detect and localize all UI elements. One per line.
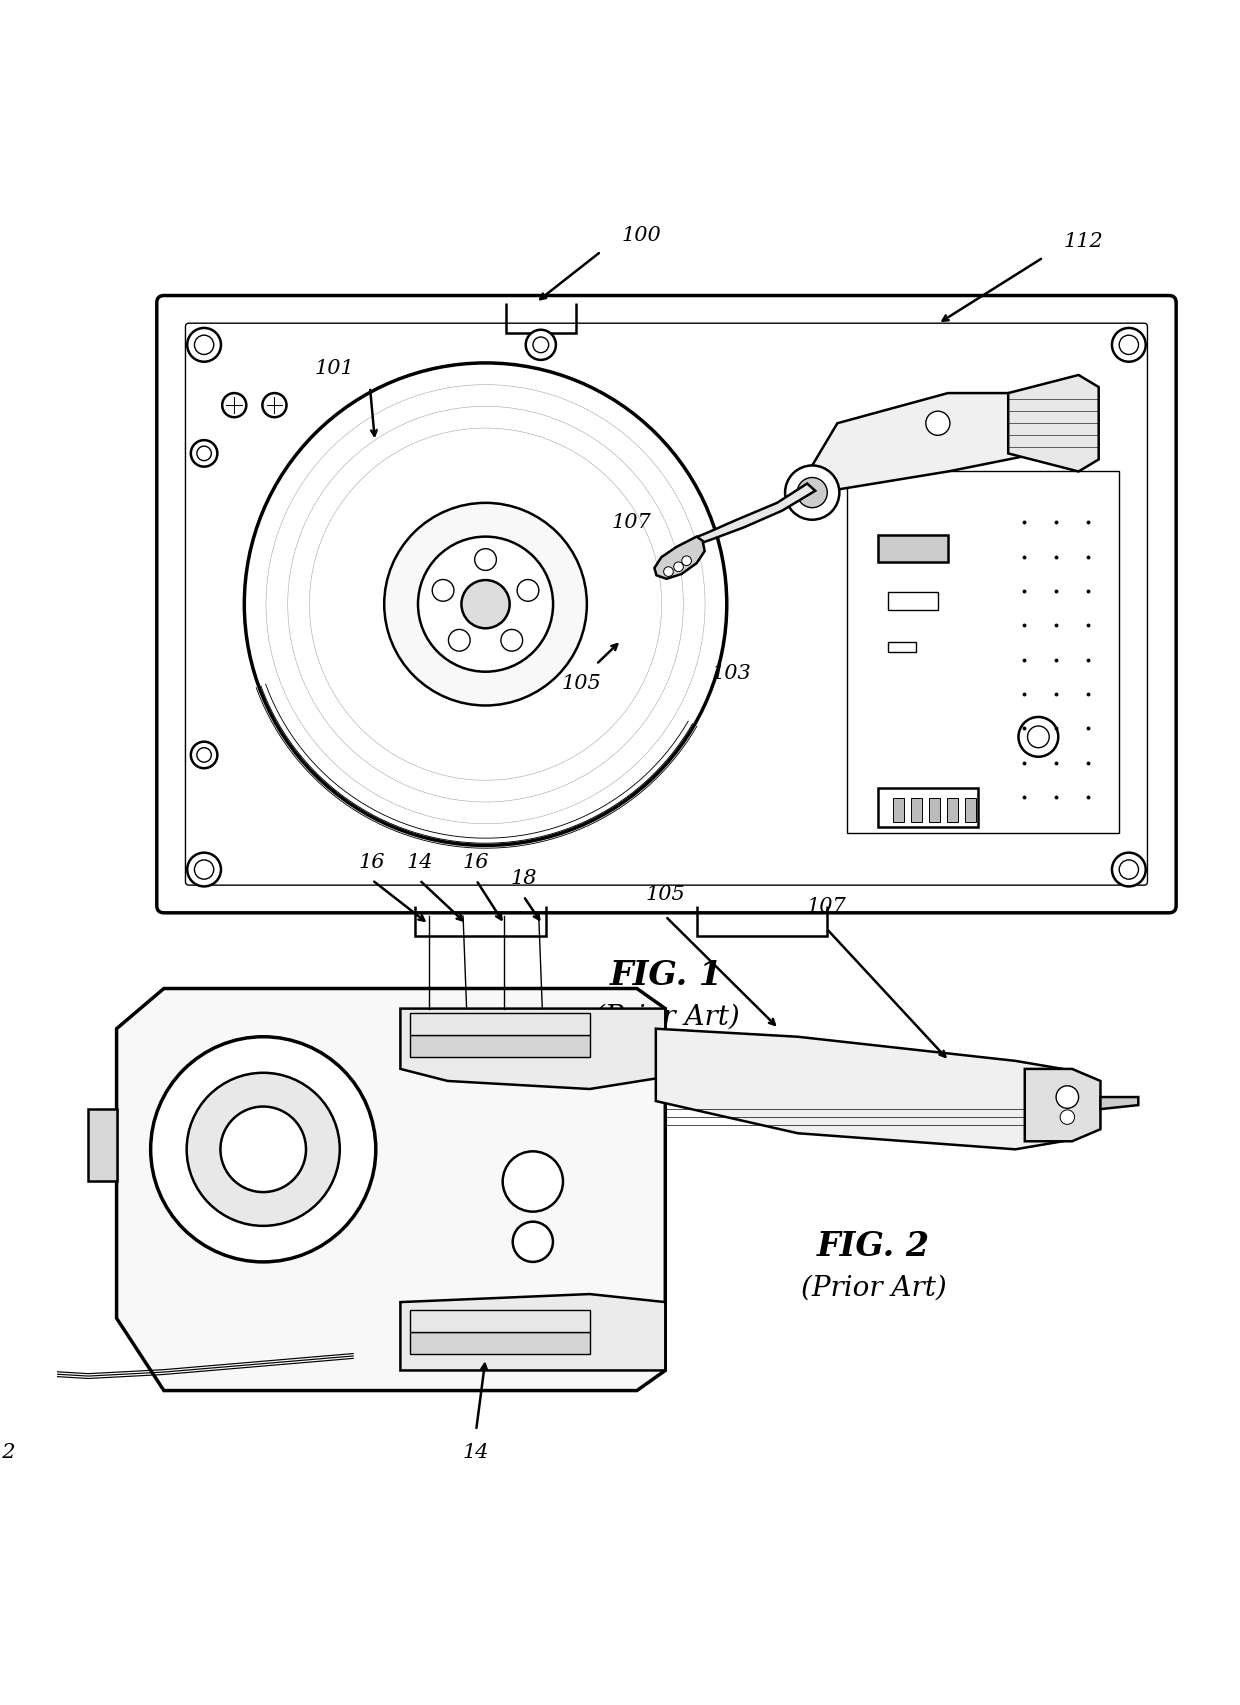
Text: (Prior Art): (Prior Art) [594, 1004, 739, 1032]
Circle shape [663, 566, 673, 576]
Circle shape [433, 580, 454, 602]
Circle shape [673, 563, 683, 571]
Text: 105: 105 [562, 673, 601, 692]
Circle shape [926, 411, 950, 435]
Circle shape [533, 338, 548, 353]
Circle shape [221, 1107, 306, 1192]
Polygon shape [1100, 1096, 1138, 1110]
Circle shape [501, 629, 522, 651]
Circle shape [1120, 859, 1138, 880]
Polygon shape [88, 1110, 117, 1182]
Circle shape [526, 329, 556, 360]
Circle shape [197, 748, 211, 762]
Text: FIG. 1: FIG. 1 [610, 958, 723, 992]
Circle shape [1112, 852, 1146, 887]
Circle shape [150, 1037, 376, 1262]
Text: FIG. 2: FIG. 2 [817, 1229, 930, 1263]
Circle shape [502, 1151, 563, 1212]
Text: 103: 103 [712, 663, 751, 684]
Text: 105: 105 [645, 885, 686, 904]
Circle shape [384, 503, 587, 706]
Circle shape [461, 580, 510, 627]
Text: (Prior Art): (Prior Art) [801, 1275, 946, 1301]
Polygon shape [1008, 375, 1099, 472]
Circle shape [785, 465, 839, 520]
Circle shape [197, 447, 211, 460]
Polygon shape [401, 1009, 666, 1089]
Text: 18: 18 [510, 870, 537, 888]
Bar [410, 1332, 589, 1354]
Circle shape [187, 327, 221, 361]
Circle shape [195, 336, 213, 355]
FancyBboxPatch shape [156, 295, 1177, 912]
Bar [947, 798, 959, 822]
Circle shape [1018, 716, 1058, 757]
Circle shape [191, 440, 217, 467]
Bar [878, 788, 978, 827]
Text: 101: 101 [315, 360, 355, 379]
Text: 107: 107 [806, 897, 846, 916]
Text: 14: 14 [405, 852, 433, 871]
Circle shape [449, 629, 470, 651]
Circle shape [1112, 327, 1146, 361]
Circle shape [187, 852, 221, 887]
Bar [410, 1013, 589, 1035]
Polygon shape [655, 537, 704, 578]
Polygon shape [1024, 1069, 1100, 1141]
Bar [878, 535, 947, 563]
Bar [893, 798, 904, 822]
Bar [410, 1035, 589, 1057]
Polygon shape [694, 484, 815, 544]
Circle shape [682, 556, 692, 566]
Circle shape [517, 580, 539, 602]
Circle shape [222, 394, 247, 418]
Text: 100: 100 [621, 227, 661, 246]
Polygon shape [117, 989, 666, 1391]
Circle shape [475, 549, 496, 571]
Bar [888, 641, 916, 653]
Circle shape [1060, 1110, 1075, 1124]
Circle shape [191, 742, 217, 769]
Circle shape [418, 537, 553, 672]
Text: 16: 16 [463, 852, 490, 871]
Polygon shape [812, 394, 1038, 489]
Bar [929, 798, 940, 822]
Polygon shape [0, 1286, 41, 1379]
Circle shape [512, 1222, 553, 1262]
Bar [410, 1309, 589, 1332]
Text: 16: 16 [358, 852, 386, 871]
Polygon shape [656, 1028, 1063, 1149]
Circle shape [187, 1072, 340, 1226]
Circle shape [1028, 726, 1049, 748]
Circle shape [1056, 1086, 1079, 1108]
Circle shape [263, 394, 286, 418]
Bar [888, 592, 937, 610]
Text: 14: 14 [463, 1442, 490, 1461]
Circle shape [797, 477, 827, 508]
Circle shape [244, 363, 727, 846]
Bar [847, 472, 1118, 834]
Text: 107: 107 [611, 513, 651, 532]
Bar [965, 798, 976, 822]
Circle shape [1120, 336, 1138, 355]
Polygon shape [401, 1294, 666, 1371]
Text: 112: 112 [1064, 232, 1104, 251]
Bar [910, 798, 921, 822]
Circle shape [195, 859, 213, 880]
Text: 12: 12 [0, 1442, 16, 1461]
